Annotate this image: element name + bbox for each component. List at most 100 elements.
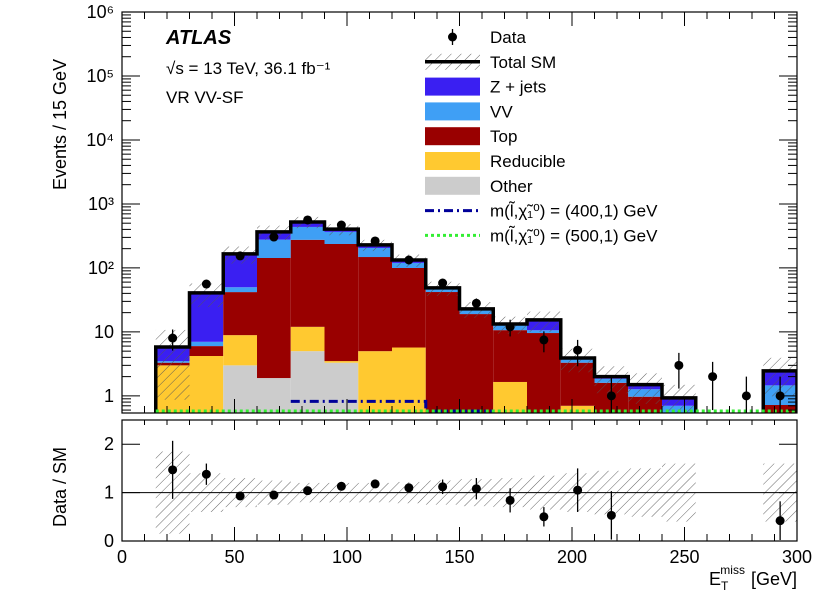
stack-segment — [493, 381, 527, 413]
stack-segment — [290, 326, 325, 352]
stack-segment — [223, 365, 257, 413]
ratio-point — [539, 512, 549, 522]
x-label-unit: [GeV] — [751, 569, 797, 589]
data-point — [573, 345, 583, 355]
x-tick-label: 300 — [782, 547, 812, 567]
data-point — [606, 391, 616, 401]
stack-segment — [257, 378, 291, 413]
data-point — [336, 220, 346, 230]
ratio-point — [775, 516, 785, 526]
data-point — [539, 335, 549, 345]
data-point — [741, 391, 751, 401]
signal-line — [290, 399, 494, 413]
x-tick-label: 50 — [224, 547, 244, 567]
stack-segment — [527, 415, 561, 418]
ratio-y-axis-label: Data / SM — [50, 447, 70, 527]
stack-segment — [358, 247, 392, 258]
ratio-point — [606, 510, 616, 520]
ratio-y-tick-label: 2 — [104, 434, 114, 454]
data-point — [471, 298, 481, 308]
uncertainty-band — [189, 283, 224, 308]
stack-segment — [459, 314, 494, 413]
y-tick-label: 10² — [88, 258, 114, 278]
legend-label: Top — [490, 127, 517, 146]
x-tick-label: 200 — [557, 547, 587, 567]
ratio-point — [168, 465, 178, 475]
main-plot — [154, 215, 797, 418]
stack-segment — [257, 239, 291, 259]
uncertainty-band — [628, 373, 662, 404]
ratio-point — [269, 490, 279, 500]
x-label-sup: miss — [720, 563, 745, 577]
data-point — [708, 372, 718, 382]
uncertainty-band — [527, 311, 561, 332]
y-axis-label: Events / 15 GeV — [50, 59, 70, 190]
stack-segment — [560, 405, 595, 413]
legend-label: VV — [490, 102, 513, 121]
data-point — [201, 279, 211, 289]
x-tick-label: 150 — [444, 547, 474, 567]
energy-label: √s = 13 TeV, 36.1 fb⁻¹ — [166, 59, 331, 78]
legend-label: Z + jets — [490, 78, 546, 97]
ratio-y-tick-label: 0 — [104, 531, 114, 551]
ratio-plot — [122, 440, 797, 541]
legend-label: m(l̃,χ̃₁⁰) = (400,1) GeV — [490, 200, 658, 220]
ratio-point — [505, 495, 515, 505]
data-point — [269, 232, 279, 242]
x-tick-label: 250 — [669, 547, 699, 567]
legend-swatch — [425, 127, 480, 146]
stack-segment — [392, 347, 426, 413]
data-point — [235, 251, 245, 261]
y-tick-label: 10⁴ — [86, 130, 114, 150]
stack-segment — [189, 346, 224, 357]
ratio-point — [438, 482, 448, 492]
stack-segment — [290, 239, 325, 327]
y-tick-label: 1 — [104, 386, 114, 406]
data-point — [168, 333, 178, 343]
ratio-point — [471, 484, 481, 494]
data-point — [404, 255, 414, 265]
stack-segment — [223, 287, 257, 293]
ratio-y-tick-label: 1 — [104, 483, 114, 503]
ratio-point — [336, 481, 346, 491]
stack-segment — [290, 226, 325, 240]
stack-segment — [358, 257, 392, 352]
stack-segment — [425, 292, 460, 413]
ratio-point — [370, 479, 380, 489]
ratio-point — [303, 486, 313, 496]
data-point — [438, 278, 448, 288]
y-tick-label: 10⁶ — [87, 2, 114, 22]
atlas-label: ATLAS — [165, 27, 232, 49]
stack-segment — [358, 351, 392, 413]
stack-segment — [324, 244, 359, 362]
legend-swatch — [425, 152, 480, 170]
ratio-point — [573, 485, 583, 495]
axes: 0 50 100 150 200 250 300 1 10 10² 10³ 10⁴ 10⁵ 10⁶ 0 1 2 D… — [86, 2, 812, 567]
legend-label: m(l̃,χ̃₁⁰) = (500,1) GeV — [490, 225, 658, 245]
data-point — [370, 236, 380, 246]
legend-label: Other — [490, 177, 533, 196]
legend-label: Reducible — [490, 152, 566, 171]
ratio-point — [404, 483, 414, 493]
region-label: VR VV-SF — [166, 88, 243, 107]
stack-segment — [290, 351, 325, 413]
ratio-point — [235, 491, 245, 501]
stack-segment — [392, 268, 426, 348]
x-tick-label: 0 — [117, 547, 127, 567]
stack-segment — [493, 330, 527, 382]
legend-swatch — [425, 77, 480, 96]
x-tick-label: 100 — [332, 547, 362, 567]
stack-segment — [223, 335, 257, 366]
legend-label: Total SM — [490, 53, 556, 72]
legend-label: Data — [490, 28, 526, 47]
y-tick-label: 10⁵ — [87, 66, 114, 86]
total-sm-line — [154, 220, 797, 413]
x-axis-label: ETmiss [GeV] — [709, 563, 797, 593]
stack-segment — [257, 258, 291, 379]
data-point — [303, 215, 313, 225]
legend-data-marker — [448, 32, 457, 42]
y-tick-label: 10³ — [88, 194, 114, 214]
stack-segment — [223, 292, 257, 336]
